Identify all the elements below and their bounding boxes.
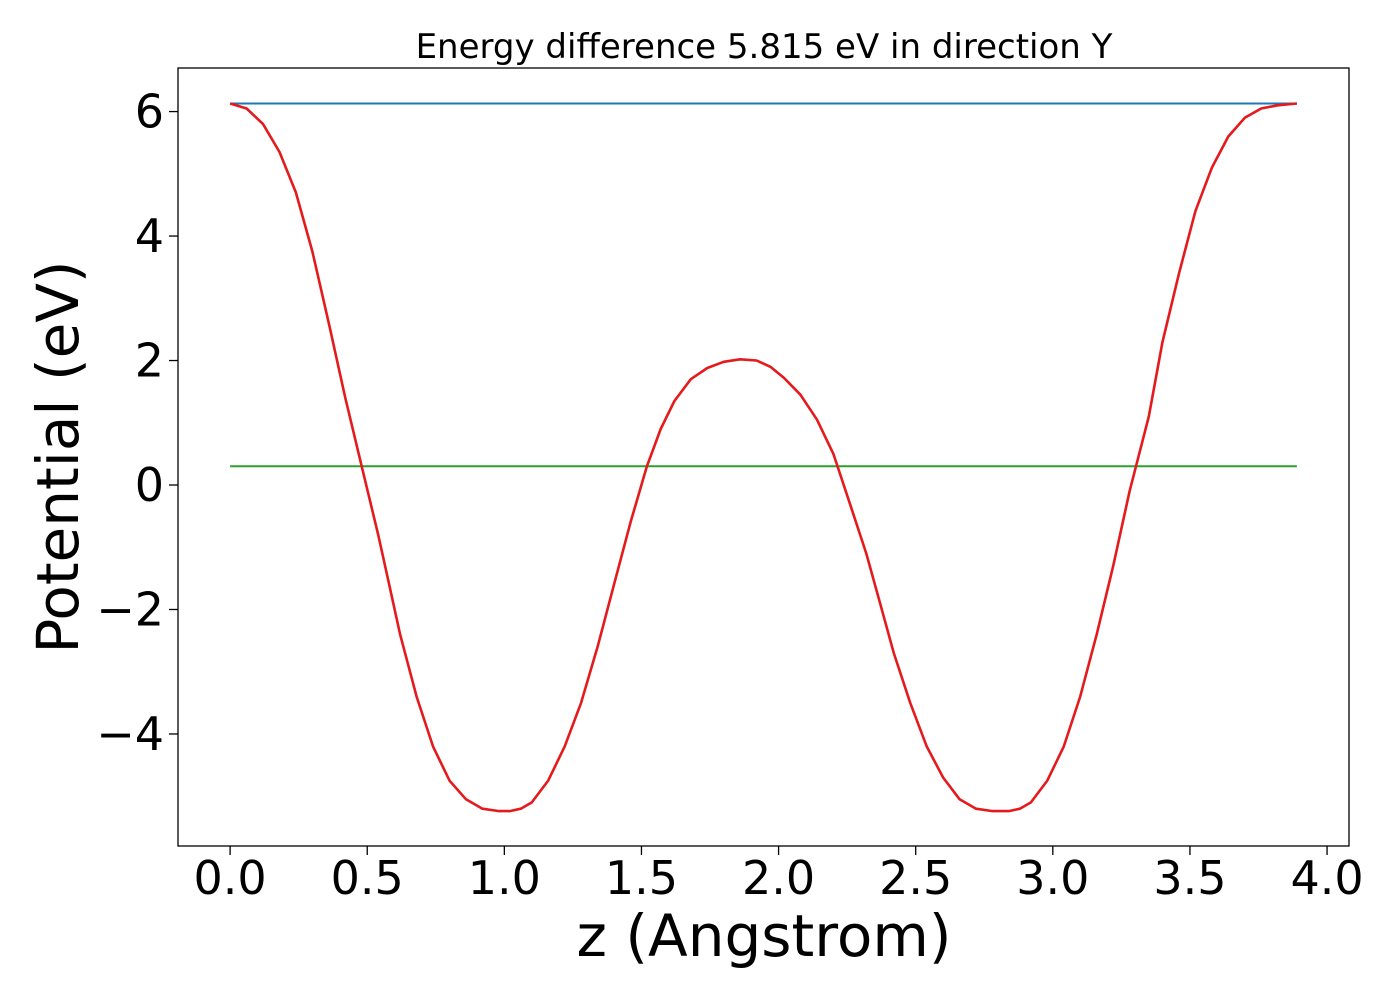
series-layer [229, 102, 1298, 813]
x-axis-title: z (Angstrom) [577, 902, 952, 970]
y-axis-title: Potential (eV) [24, 260, 92, 653]
x-tick-label: 4.0 [1290, 851, 1363, 905]
y-axis-ticks: −4 −2 0 2 4 6 [96, 85, 178, 761]
x-tick-label: 2.5 [879, 851, 952, 905]
y-tick-label: −4 [96, 707, 164, 761]
x-tick-label: 3.5 [1153, 851, 1226, 905]
y-tick-label: 4 [135, 209, 164, 263]
x-tick-label: 0.5 [331, 851, 404, 905]
y-tick-label: 0 [135, 458, 164, 512]
x-tick-label: 3.0 [1016, 851, 1089, 905]
y-tick-label: 6 [135, 85, 164, 139]
y-tick-label: 2 [135, 334, 164, 388]
x-tick-label: 1.0 [468, 851, 541, 905]
x-axis-ticks: 0.0 0.5 1.0 1.5 2.0 2.5 3.0 3.5 4.0 [194, 846, 1364, 905]
plot-frame [177, 67, 1350, 847]
series-line-3 [229, 102, 1298, 813]
x-tick-label: 1.5 [605, 851, 678, 905]
x-tick-label: 2.0 [742, 851, 815, 905]
chart-title: Energy difference 5.815 eV in direction … [416, 27, 1113, 67]
x-tick-label: 0.0 [194, 851, 267, 905]
y-tick-label: −2 [96, 582, 164, 636]
